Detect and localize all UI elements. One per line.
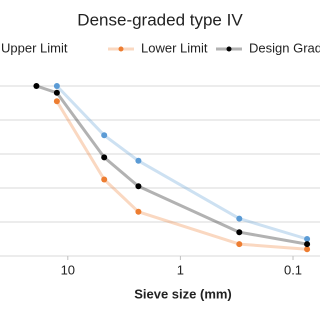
data-point xyxy=(135,157,142,164)
data-point xyxy=(101,132,108,139)
chart-title: Dense-graded type IV xyxy=(77,10,243,29)
data-point xyxy=(304,241,311,248)
data-point xyxy=(135,183,142,190)
legend-label: Lower Limit xyxy=(141,40,208,55)
data-point xyxy=(101,176,108,183)
data-point xyxy=(236,215,243,222)
data-point xyxy=(236,241,243,248)
x-axis-title: Sieve size (mm) xyxy=(134,286,232,301)
data-point xyxy=(135,208,142,215)
legend-marker xyxy=(118,46,124,52)
data-point xyxy=(236,229,243,236)
data-point xyxy=(53,83,60,89)
data-point xyxy=(33,83,40,89)
series-line xyxy=(35,84,308,246)
legend-label: Upper Limit xyxy=(1,40,68,55)
x-tick-label: 10 xyxy=(61,262,75,277)
data-point xyxy=(304,246,311,253)
data-point xyxy=(53,98,60,105)
x-tick-label: 1 xyxy=(177,262,184,277)
data-point xyxy=(53,89,60,96)
data-point xyxy=(304,236,311,242)
x-tick-label: 0.1 xyxy=(284,262,302,277)
data-point xyxy=(101,154,108,161)
legend-marker xyxy=(226,46,232,52)
legend-label: Design Gradation xyxy=(249,40,320,55)
